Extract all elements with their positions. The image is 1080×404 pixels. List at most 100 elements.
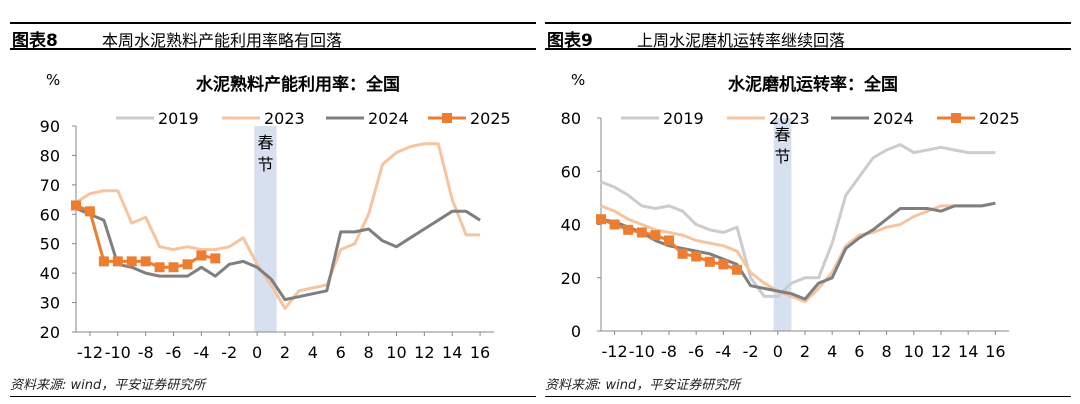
x-tick-label: -2 <box>221 343 237 362</box>
x-tick-label: -4 <box>715 342 731 361</box>
figure-title: 本周水泥熟料产能利用率略有回落 <box>102 31 343 50</box>
x-tick-label: -6 <box>688 342 704 361</box>
data-point-2025 <box>154 262 165 273</box>
y-tick-label: 80 <box>40 146 60 165</box>
legend-label-2023: 2023 <box>264 109 305 128</box>
figure-8-panel: 图表8 本周水泥熟料产能利用率略有回落 水泥熟料产能利用率：全国% 春节 20 30 4… <box>10 0 536 404</box>
figure-header: 图表8 本周水泥熟料产能利用率略有回落 <box>10 22 536 51</box>
x-tick-label: -12 <box>602 342 628 361</box>
y-axis-unit: % <box>46 71 60 89</box>
x-tick-label: 10 <box>386 343 406 362</box>
series-line-2024 <box>600 201 996 301</box>
data-point-2025 <box>84 206 95 217</box>
x-tick-label: 4 <box>308 343 318 362</box>
y-tick-label: 80 <box>561 109 581 128</box>
spring-festival-label: 节 <box>257 155 273 174</box>
legend-label-2024: 2024 <box>873 109 914 128</box>
data-point-2025 <box>140 256 151 267</box>
x-tick-label: -8 <box>138 343 154 362</box>
y-tick-label: 60 <box>561 162 581 181</box>
y-axis-unit: % <box>571 71 585 89</box>
x-tick-label: -8 <box>661 342 677 361</box>
x-tick-label: 8 <box>882 342 892 361</box>
data-point-2025 <box>636 227 647 238</box>
data-point-2025 <box>732 264 742 275</box>
data-point-2025 <box>623 224 634 235</box>
x-tick-label: 12 <box>414 343 434 362</box>
legend-label-2024: 2024 <box>368 109 409 128</box>
source-note: 资料来源: wind，平安证券研究所 <box>545 378 741 393</box>
footer-rule <box>545 396 1071 397</box>
data-point-2025 <box>126 256 137 267</box>
data-point-2025 <box>609 219 620 230</box>
x-tick-label: 2 <box>280 343 290 362</box>
y-tick-label: 70 <box>40 176 60 195</box>
data-point-2025 <box>98 256 109 267</box>
x-tick-label: 8 <box>364 343 374 362</box>
y-tick-label: 50 <box>40 235 60 254</box>
figure-9-panel: 图表9 上周水泥磨机运转率继续回落 水泥磨机运转率：全国% 春节 0 20 40 60 80… <box>545 0 1071 404</box>
x-tick-label: -12 <box>77 343 103 362</box>
spring-festival-label: 春 <box>257 133 273 152</box>
x-tick-label: 0 <box>252 343 262 362</box>
chart-title: 水泥磨机运转率：全国 <box>728 74 898 95</box>
data-point-2025 <box>704 256 715 267</box>
data-point-2025 <box>210 253 221 264</box>
spring-festival-label: 春 <box>775 125 791 144</box>
x-tick-label: 2 <box>800 342 810 361</box>
y-tick-label: 90 <box>40 117 60 136</box>
x-tick-label: -10 <box>105 343 131 362</box>
figure-title: 上周水泥磨机运转率继续回落 <box>637 31 846 50</box>
x-tick-label: 4 <box>827 342 837 361</box>
y-tick-label: 40 <box>561 216 581 235</box>
x-tick-label: 6 <box>336 343 346 362</box>
series-line-2024 <box>75 207 481 302</box>
x-tick-label: -10 <box>629 342 655 361</box>
x-tick-label: -2 <box>743 342 759 361</box>
data-point-2025 <box>196 250 207 261</box>
data-point-2025 <box>691 251 702 262</box>
x-tick-label: -4 <box>193 343 209 362</box>
data-point-2025 <box>596 214 606 225</box>
spring-festival-band <box>773 118 792 331</box>
figure-number: 图表8 <box>12 31 58 51</box>
x-tick-label: 16 <box>985 342 1005 361</box>
legend-label-2025: 2025 <box>470 109 511 128</box>
x-tick-label: -6 <box>166 343 182 362</box>
series-line-2019 <box>600 143 996 298</box>
y-tick-label: 20 <box>40 323 60 342</box>
data-point-2025 <box>650 230 661 241</box>
footer-rule <box>10 396 536 397</box>
data-point-2025 <box>71 200 81 211</box>
source-note: 资料来源: wind，平安证券研究所 <box>10 378 206 393</box>
data-point-2025 <box>677 248 688 259</box>
y-tick-label: 40 <box>40 264 60 283</box>
figure-header: 图表9 上周水泥磨机运转率继续回落 <box>545 22 1071 51</box>
chart-title: 水泥熟料产能利用率：全国 <box>196 74 400 95</box>
y-tick-label: 0 <box>571 322 581 341</box>
x-tick-label: 12 <box>931 342 951 361</box>
data-point-2025 <box>664 235 674 246</box>
y-tick-label: 60 <box>40 205 60 224</box>
figure-number: 图表9 <box>547 31 593 51</box>
legend-marker-2025 <box>951 113 961 123</box>
y-tick-label: 30 <box>40 294 60 313</box>
legend-label-2025: 2025 <box>979 109 1020 128</box>
legend-marker-2025 <box>442 113 452 123</box>
data-point-2025 <box>112 256 123 267</box>
x-tick-label: 14 <box>442 343 462 362</box>
series-line-2023 <box>75 142 481 310</box>
x-tick-label: 16 <box>470 343 490 362</box>
x-tick-label: 0 <box>773 342 783 361</box>
data-point-2025 <box>182 259 193 270</box>
legend-label-2019: 2019 <box>663 109 704 128</box>
data-point-2025 <box>168 262 179 273</box>
series-line-2023 <box>600 201 996 304</box>
data-point-2025 <box>718 259 729 270</box>
y-tick-label: 20 <box>561 269 581 288</box>
legend-label-2023: 2023 <box>769 109 810 128</box>
spring-festival-label: 节 <box>775 147 791 166</box>
x-tick-label: 14 <box>958 342 978 361</box>
